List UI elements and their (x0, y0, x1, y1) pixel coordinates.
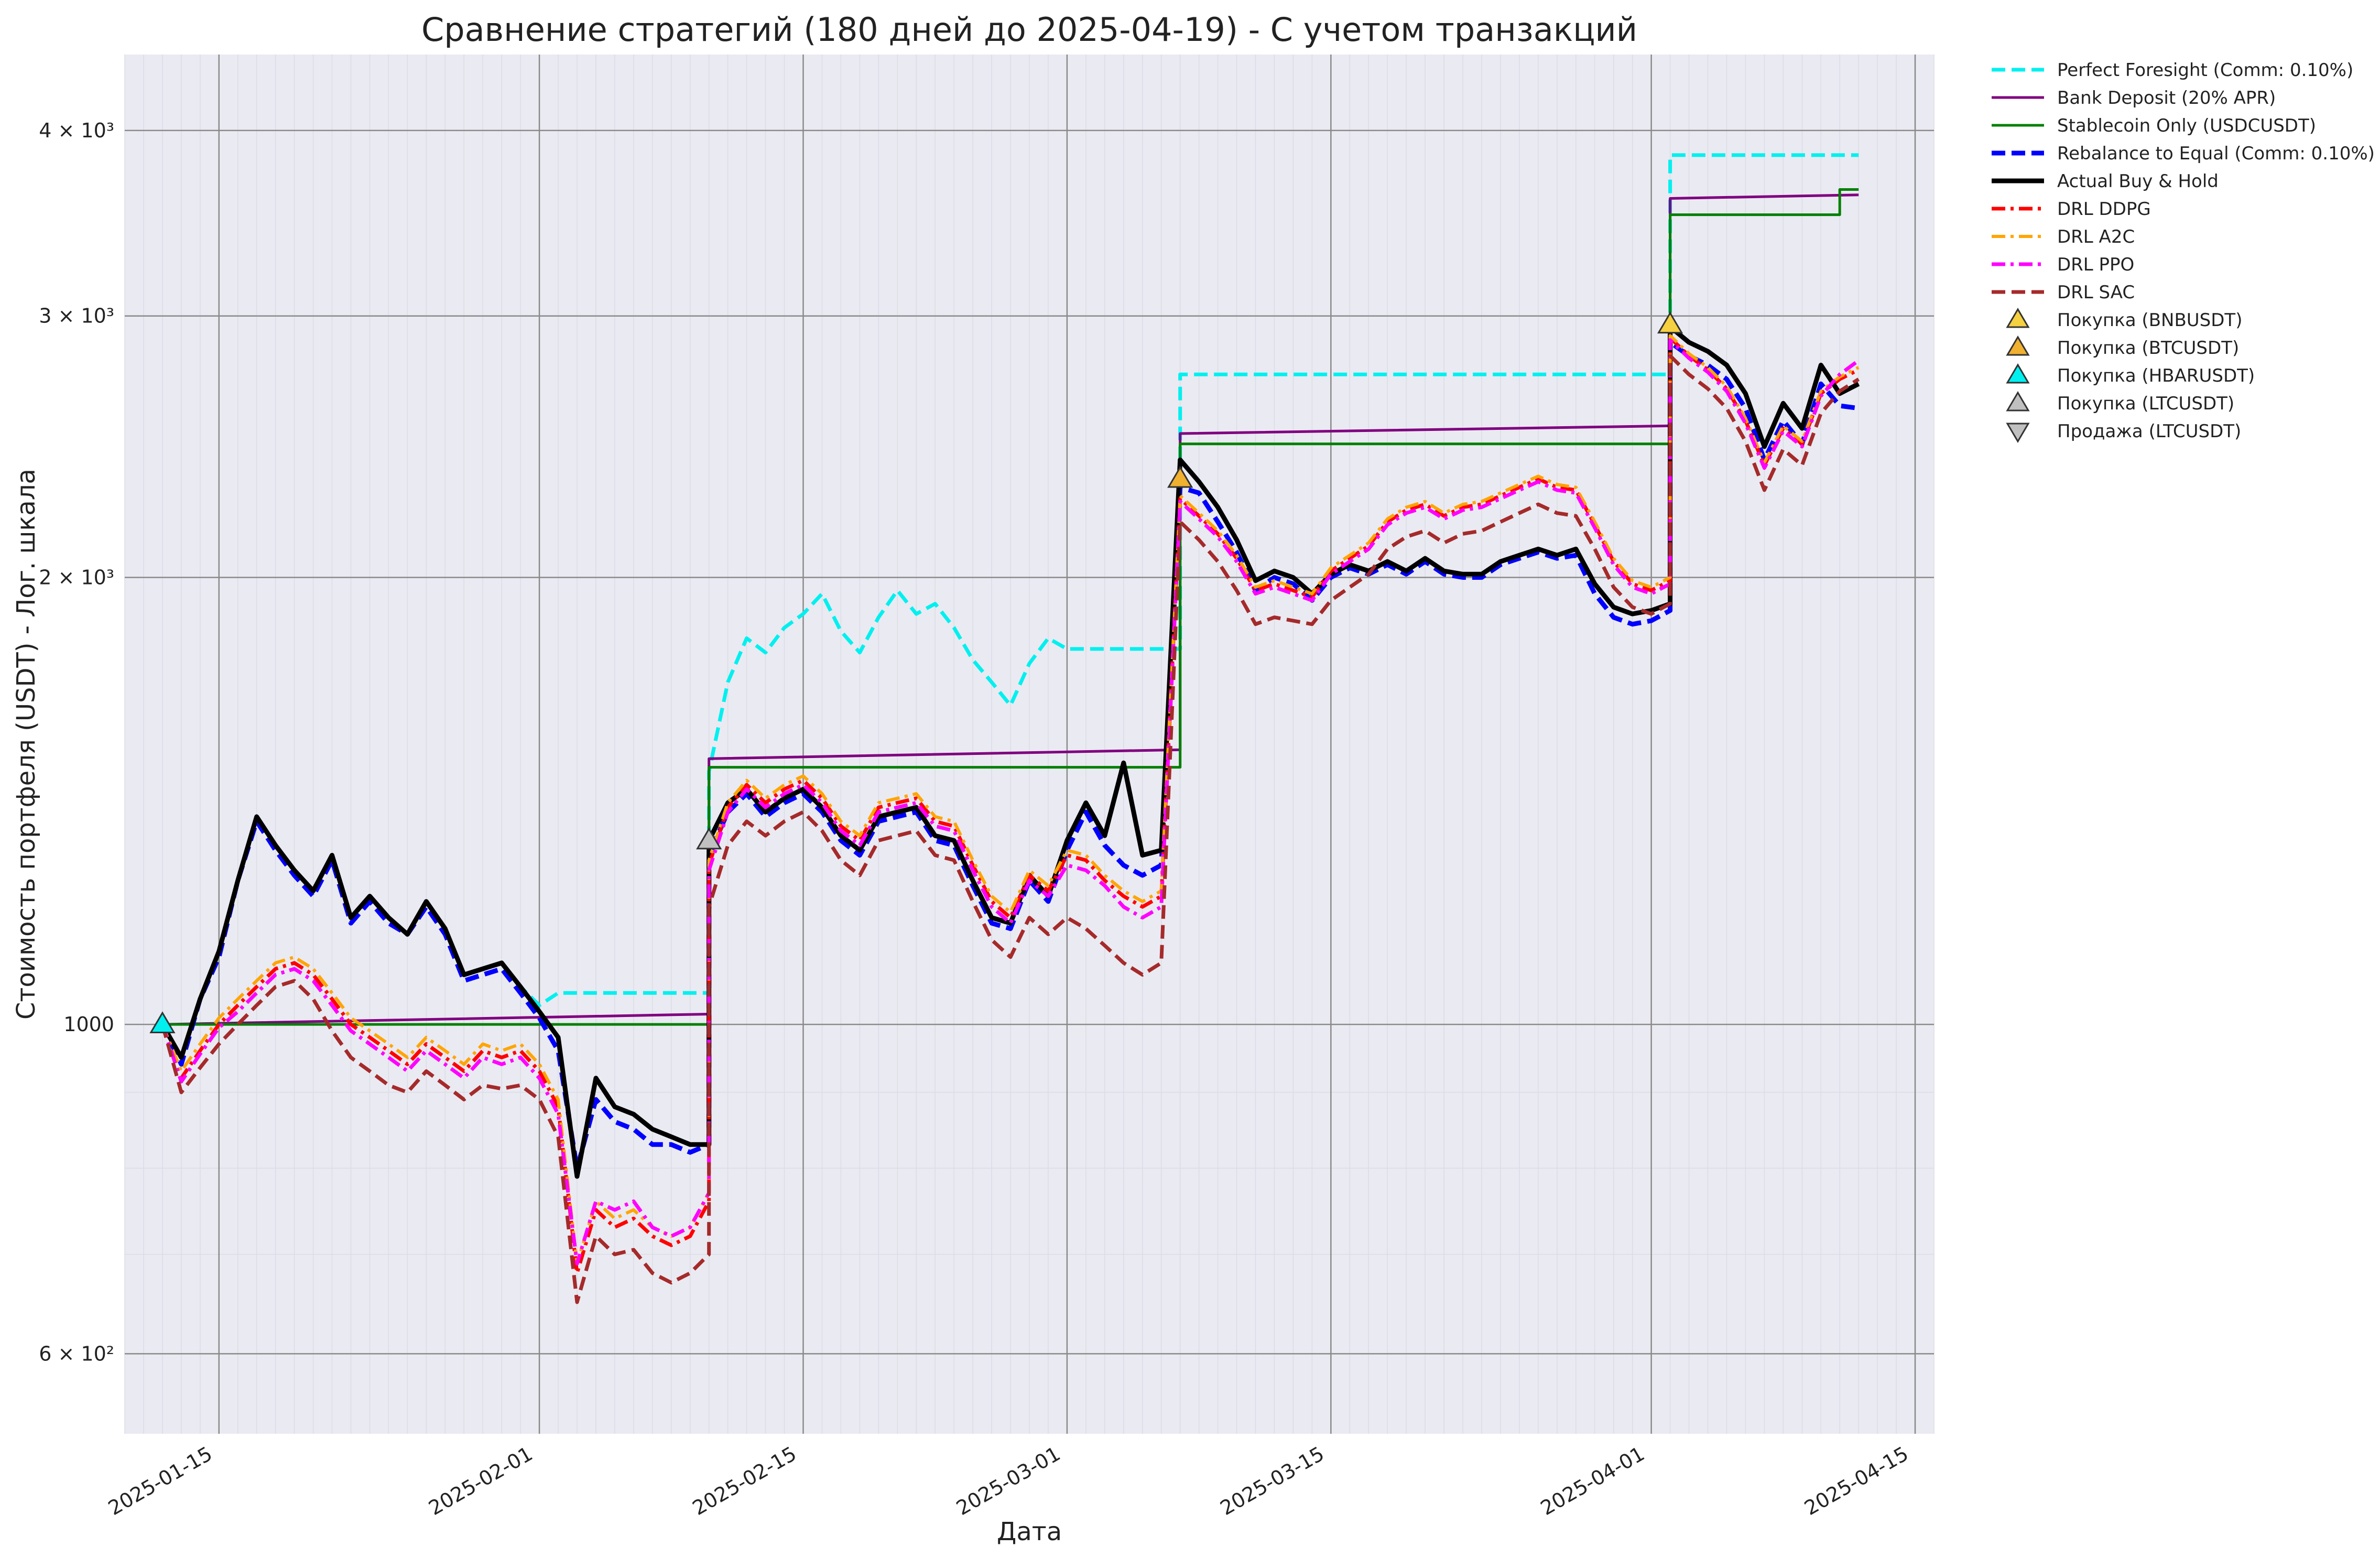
y-tick-label: 2 × 10³ (39, 566, 114, 589)
x-axis-label: Дата (997, 1517, 1062, 1546)
legend-label: Actual Buy & Hold (2057, 171, 2219, 192)
legend-marker (2006, 363, 2030, 384)
y-tick-label: 4 × 10³ (39, 119, 114, 142)
series-line (160, 324, 1860, 1179)
legend-label: DRL PPO (2057, 254, 2134, 275)
series-line (161, 334, 1860, 1265)
legend-label: Stablecoin Only (USDCUSDT) (2057, 115, 2316, 136)
legend-label: DRL DDPG (2057, 199, 2151, 220)
y-tick-label: 6 × 10² (39, 1342, 114, 1365)
series-lines (160, 153, 1860, 1304)
trade-markers (149, 311, 1683, 1033)
legend-marker (2006, 391, 2030, 412)
legend-marker (2006, 423, 2030, 443)
trade-marker (696, 827, 722, 850)
legend-label: Bank Deposit (20% APR) (2057, 88, 2276, 109)
y-tick-label: 1000 (63, 1013, 114, 1036)
series-line (160, 338, 1860, 1265)
chart-title: Сравнение стратегий (180 дней до 2025-04… (421, 10, 1637, 49)
y-axis-label: Стоимость портфеля (USDT) - Лог. шкала (12, 469, 41, 1020)
legend-label: Покупка (BTCUSDT) (2057, 338, 2239, 359)
legend-label: DRL SAC (2057, 282, 2135, 303)
legend-label: Продажа (LTCUSDT) (2057, 421, 2241, 442)
legend-marker (2006, 336, 2030, 356)
trade-marker (1657, 311, 1683, 334)
trade-marker (149, 1011, 176, 1033)
legend-label: Rebalance to Equal (Comm: 0.10%) (2057, 143, 2375, 164)
legend-label: Покупка (HBARUSDT) (2057, 365, 2255, 386)
legend-label: DRL A2C (2057, 226, 2135, 247)
legend-label: Покупка (BNBUSDT) (2057, 310, 2242, 331)
legend-marker (2006, 308, 2030, 328)
legend: Perfect Foresight (Comm: 0.10%) Bank Depo… (1992, 60, 2375, 443)
y-tick-label: 3 × 10³ (39, 305, 114, 328)
series-line (160, 354, 1860, 1304)
legend-label: Perfect Foresight (Comm: 0.10%) (2057, 60, 2353, 81)
trade-marker (1167, 466, 1193, 488)
legend-label: Покупка (LTCUSDT) (2057, 393, 2234, 414)
